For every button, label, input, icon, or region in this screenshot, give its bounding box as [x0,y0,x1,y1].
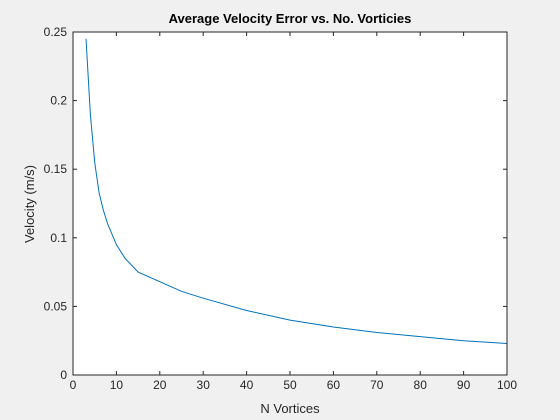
x-tick-label: 70 [370,378,384,392]
y-tick-label: 0.15 [44,162,68,176]
x-tick-label: 10 [110,378,124,392]
y-tick-label: 0.25 [44,25,68,39]
x-tick-label: 20 [153,378,167,392]
y-tick-label: 0.05 [44,299,68,313]
axes-box [72,31,508,376]
x-tick-label: 80 [414,378,428,392]
y-tick-labels: 0 0.05 0.1 0.15 0.2 0.25 [44,25,68,382]
y-tick-label: 0.1 [50,231,67,245]
x-axis-label: N Vortices [260,401,320,416]
series-line [85,38,508,344]
y-tick-label: 0 [60,368,67,382]
x-tick-label: 30 [197,378,211,392]
x-tick-label: 0 [70,378,77,392]
x-tick-label: 50 [283,378,297,392]
y-tick-label: 0.2 [50,94,67,108]
x-tick-labels: 0 10 20 30 40 50 60 70 80 90 100 [70,378,518,392]
x-tick-label: 100 [497,378,517,392]
plot-area [73,32,507,375]
x-tick-label: 60 [327,378,341,392]
x-tick-label: 90 [457,378,471,392]
x-tick-label: 40 [240,378,254,392]
y-axis-label: Velocity (m/s) [22,165,37,243]
chart-title: Average Velocity Error vs. No. Vorticies [169,11,412,26]
